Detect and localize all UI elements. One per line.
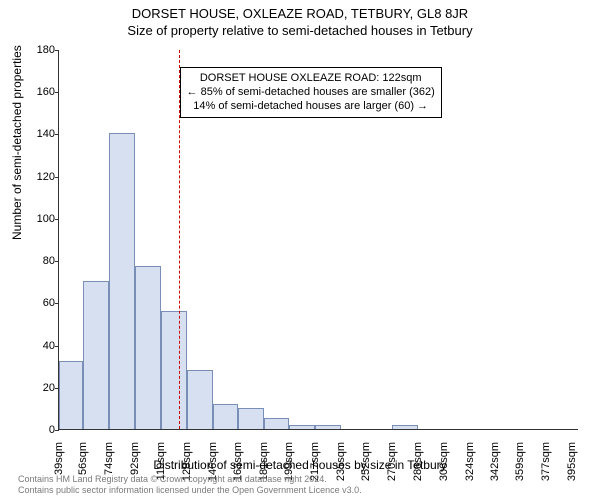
- histogram-bar: [135, 266, 161, 429]
- y-tick-mark: [55, 346, 59, 347]
- histogram-bar: [213, 404, 237, 429]
- histogram-bar: [161, 311, 187, 429]
- y-tick-label: 180: [25, 44, 55, 56]
- histogram-bar: [187, 370, 213, 429]
- histogram-bar: [238, 408, 264, 429]
- histogram-bar: [315, 425, 341, 429]
- annotation-line-3: 14% of semi-detached houses are larger (…: [187, 99, 435, 113]
- histogram-bar: [289, 425, 315, 429]
- y-tick-label: 60: [25, 297, 55, 309]
- y-tick-mark: [55, 430, 59, 431]
- y-axis-label: Number of semi-detached properties: [10, 45, 24, 240]
- y-tick-mark: [55, 50, 59, 51]
- footer-line-1: Contains HM Land Registry data © Crown c…: [18, 474, 362, 485]
- plot-area: 02040608010012014016018039sqm56sqm74sqm9…: [58, 50, 578, 430]
- histogram-bar: [59, 361, 83, 429]
- y-tick-label: 0: [25, 424, 55, 436]
- histogram-bar: [264, 418, 290, 429]
- annotation-box: DORSET HOUSE OXLEAZE ROAD: 122sqm← 85% o…: [180, 67, 442, 118]
- annotation-line-2: ← 85% of semi-detached houses are smalle…: [187, 85, 435, 99]
- page-subtitle: Size of property relative to semi-detach…: [0, 21, 600, 42]
- y-tick-label: 160: [25, 86, 55, 98]
- histogram-bar: [392, 425, 418, 429]
- y-tick-mark: [55, 92, 59, 93]
- x-axis-label: Distribution of semi-detached houses by …: [0, 458, 600, 472]
- y-tick-mark: [55, 177, 59, 178]
- y-tick-mark: [55, 303, 59, 304]
- histogram-bar: [83, 281, 109, 429]
- y-tick-mark: [55, 261, 59, 262]
- footer-line-2: Contains public sector information licen…: [18, 485, 362, 496]
- footer-attribution: Contains HM Land Registry data © Crown c…: [18, 474, 362, 496]
- y-tick-label: 20: [25, 382, 55, 394]
- histogram-bar: [109, 133, 135, 429]
- y-tick-label: 140: [25, 128, 55, 140]
- y-tick-label: 100: [25, 213, 55, 225]
- page-title: DORSET HOUSE, OXLEAZE ROAD, TETBURY, GL8…: [0, 0, 600, 21]
- y-tick-mark: [55, 134, 59, 135]
- y-tick-label: 40: [25, 340, 55, 352]
- y-tick-label: 80: [25, 255, 55, 267]
- y-tick-mark: [55, 219, 59, 220]
- annotation-line-1: DORSET HOUSE OXLEAZE ROAD: 122sqm: [187, 71, 435, 85]
- y-tick-label: 120: [25, 171, 55, 183]
- histogram-chart: 02040608010012014016018039sqm56sqm74sqm9…: [58, 50, 578, 430]
